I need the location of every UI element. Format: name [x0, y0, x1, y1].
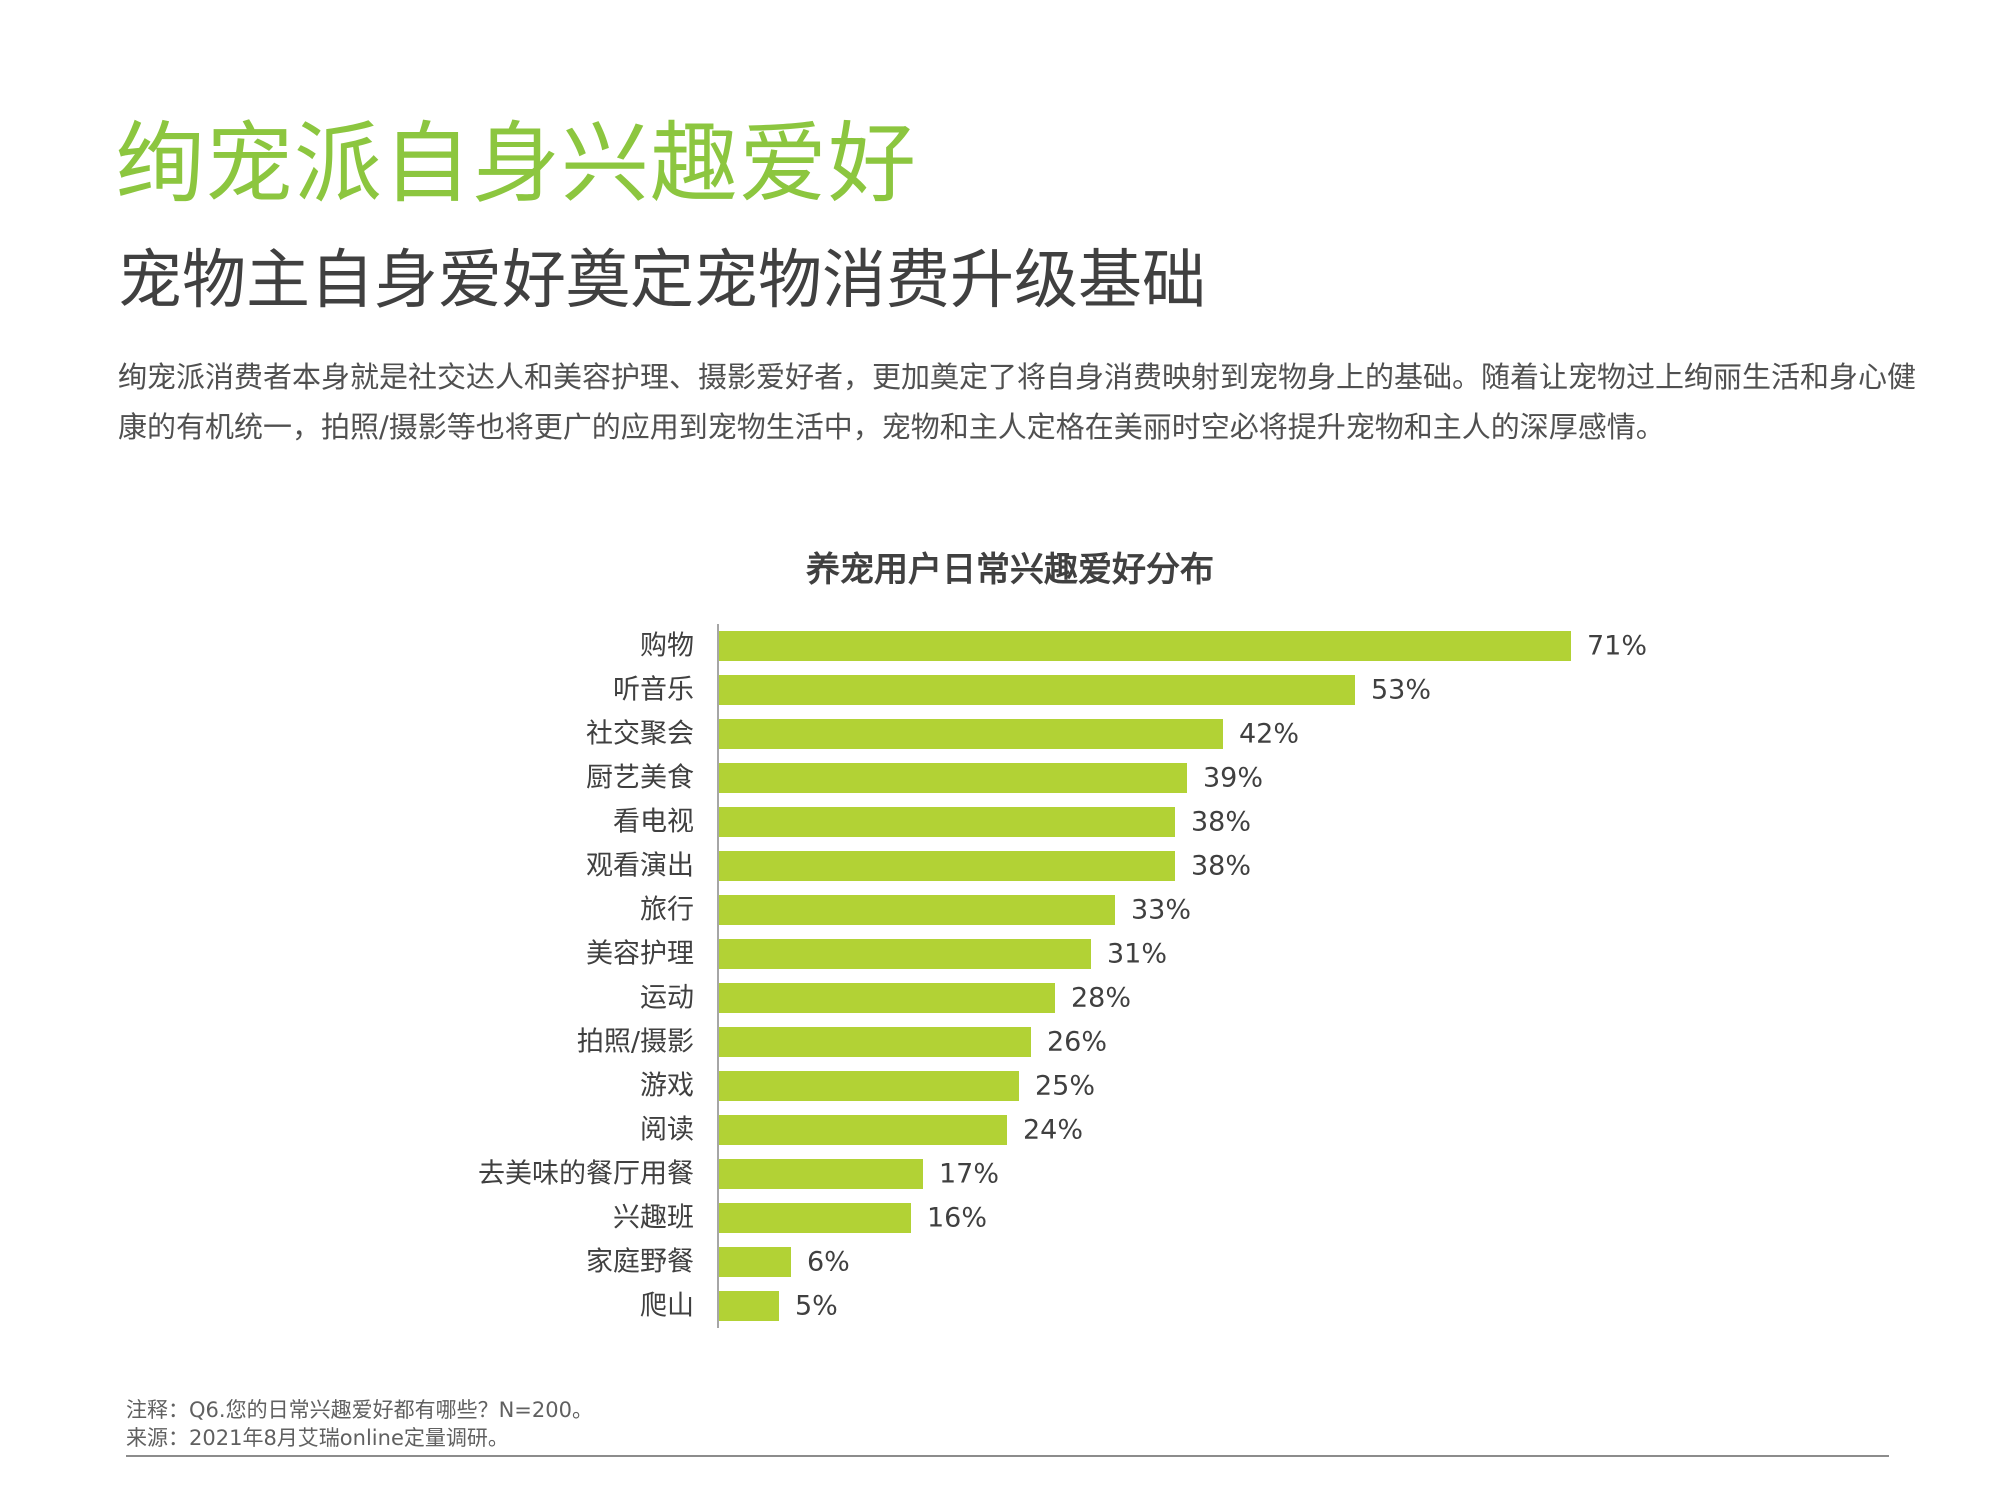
footnote-source: 来源：2021年8月艾瑞online定量调研。 [126, 1426, 509, 1450]
bar-value-label: 31% [1107, 939, 1167, 970]
bar [719, 1115, 1007, 1145]
bar [719, 719, 1223, 749]
category-tick-label: 购物 [640, 631, 694, 662]
bar-value-label: 16% [927, 1203, 987, 1234]
bar-value-label: 25% [1035, 1071, 1095, 1102]
bar [719, 675, 1355, 705]
category-tick-label: 听音乐 [613, 675, 694, 706]
category-tick-label: 运动 [640, 983, 694, 1014]
bar [719, 763, 1187, 793]
bar-value-label: 42% [1239, 719, 1299, 750]
bar [719, 939, 1091, 969]
category-tick-label: 去美味的餐厅用餐 [478, 1159, 694, 1190]
bar [719, 1159, 923, 1189]
category-tick-label: 美容护理 [586, 939, 694, 970]
bottom-divider [126, 1455, 1889, 1457]
category-tick-label: 兴趣班 [613, 1203, 694, 1234]
page-subtitle: 宠物主自身爱好奠定宠物消费升级基础 [118, 244, 1206, 318]
bar-value-label: 5% [795, 1291, 838, 1322]
bar-value-label: 71% [1587, 631, 1647, 662]
bar [719, 1291, 779, 1321]
bar [719, 1071, 1019, 1101]
bar [719, 983, 1055, 1013]
bar-value-label: 28% [1071, 983, 1131, 1014]
bar-value-label: 38% [1191, 851, 1251, 882]
bar [719, 1027, 1031, 1057]
category-tick-label: 游戏 [640, 1071, 694, 1102]
bar-value-label: 33% [1131, 895, 1191, 926]
bar-value-label: 24% [1023, 1115, 1083, 1146]
category-tick-label: 观看演出 [586, 851, 694, 882]
footnote-note: 注释：Q6.您的日常兴趣爱好都有哪些？N=200。 [126, 1398, 593, 1422]
category-tick-label: 旅行 [640, 895, 694, 926]
page-title: 绚宠派自身兴趣爱好 [116, 112, 918, 215]
bar-value-label: 39% [1203, 763, 1263, 794]
category-tick-label: 爬山 [640, 1291, 694, 1322]
bar [719, 1247, 791, 1277]
category-tick-label: 厨艺美食 [586, 763, 694, 794]
chart-title: 养宠用户日常兴趣爱好分布 [806, 550, 1214, 590]
category-tick-label: 家庭野餐 [586, 1247, 694, 1278]
bar-value-label: 38% [1191, 807, 1251, 838]
category-tick-label: 社交聚会 [586, 719, 694, 750]
bar-value-label: 53% [1371, 675, 1431, 706]
category-tick-label: 看电视 [613, 807, 694, 838]
bar [719, 895, 1115, 925]
category-tick-label: 拍照/摄影 [577, 1027, 694, 1058]
description-paragraph: 绚宠派消费者本身就是社交达人和美容护理、摄影爱好者，更加奠定了将自身消费映射到宠… [118, 360, 1917, 444]
bar [719, 1203, 911, 1233]
bar [719, 631, 1571, 661]
bar-value-label: 26% [1047, 1027, 1107, 1058]
bar-value-label: 6% [807, 1247, 850, 1278]
bar-value-label: 17% [939, 1159, 999, 1190]
bar [719, 851, 1175, 881]
category-tick-label: 阅读 [640, 1115, 694, 1146]
bar [719, 807, 1175, 837]
